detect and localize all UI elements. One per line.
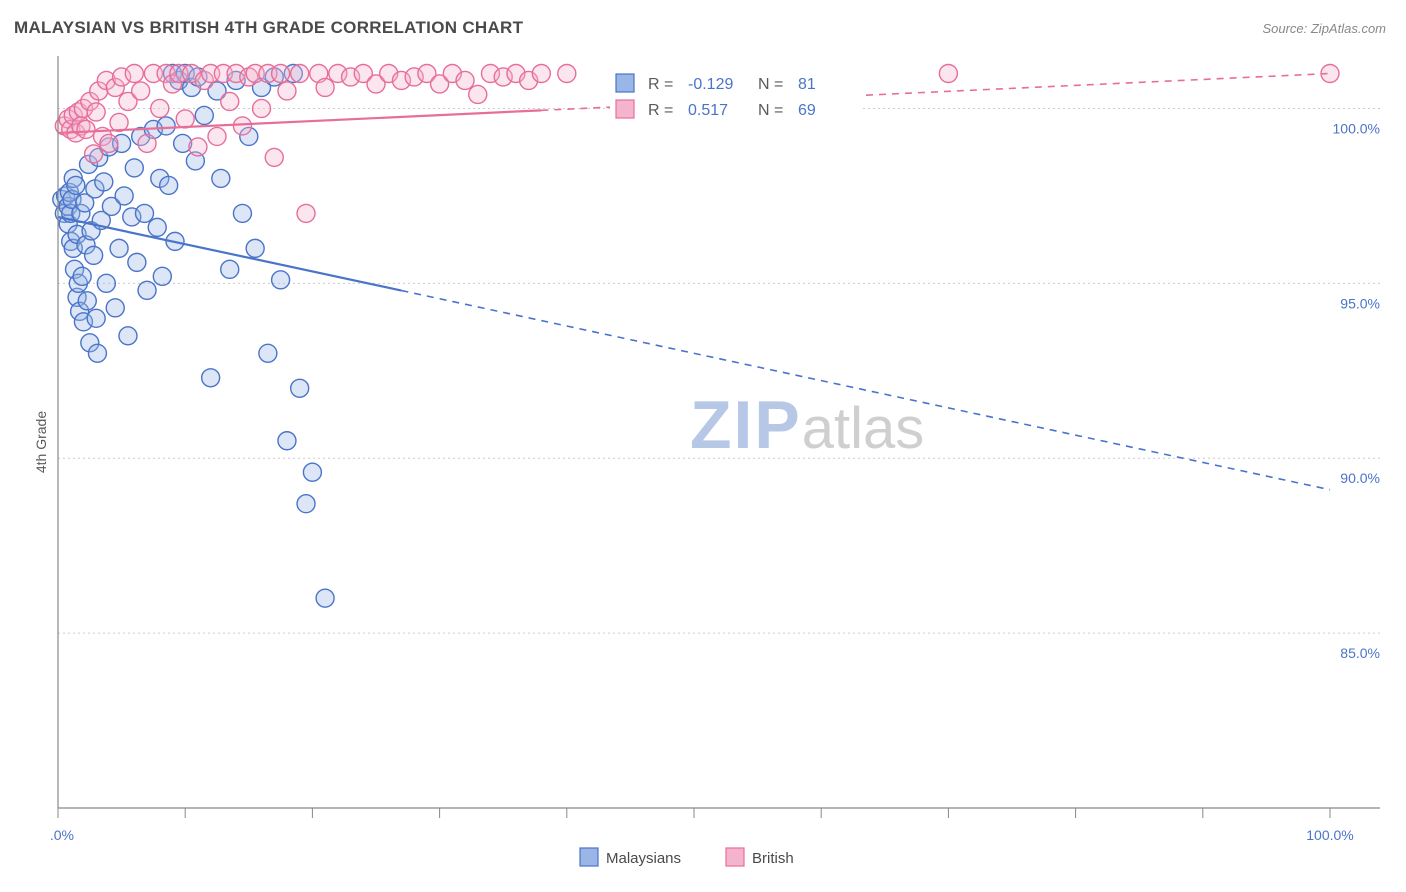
- scatter-point: [106, 299, 124, 317]
- y-tick-label: 100.0%: [1333, 120, 1380, 136]
- scatter-point: [73, 267, 91, 285]
- chart-header: MALAYSIAN VS BRITISH 4TH GRADE CORRELATI…: [14, 18, 1386, 38]
- scatter-point: [132, 82, 150, 100]
- scatter-point: [125, 159, 143, 177]
- watermark: ZIPatlas: [690, 387, 924, 463]
- scatter-point: [278, 82, 296, 100]
- scatter-point: [88, 344, 106, 362]
- trend-line: [58, 110, 541, 133]
- stats-n-value: 69: [798, 102, 816, 119]
- scatter-point: [316, 589, 334, 607]
- scatter-point: [78, 292, 96, 310]
- scatter-point: [469, 85, 487, 103]
- x-tick-label: 0.0%: [50, 827, 74, 843]
- scatter-point: [85, 246, 103, 264]
- scatter-point: [157, 117, 175, 135]
- scatter-point: [297, 495, 315, 513]
- y-tick-label: 85.0%: [1340, 645, 1380, 661]
- scatter-point: [87, 309, 105, 327]
- scatter-point: [100, 134, 118, 152]
- scatter-point: [85, 145, 103, 163]
- scatter-point: [135, 204, 153, 222]
- stats-r-label: R =: [648, 102, 673, 119]
- stats-r-value: 0.517: [688, 102, 728, 119]
- legend-swatch: [726, 848, 744, 866]
- scatter-point: [456, 71, 474, 89]
- scatter-point: [125, 64, 143, 82]
- scatter-point: [303, 463, 321, 481]
- scatter-point: [119, 327, 137, 345]
- y-axis-label: 4th Grade: [33, 411, 49, 473]
- scatter-point: [67, 176, 85, 194]
- chart-source: Source: ZipAtlas.com: [1262, 21, 1386, 36]
- stats-box: R = -0.129 N = 81 R = 0.517 N = 69: [610, 66, 860, 122]
- scatter-point: [189, 138, 207, 156]
- scatter-point: [558, 64, 576, 82]
- scatter-point: [77, 120, 95, 138]
- scatter-point: [265, 148, 283, 166]
- scatter-point: [208, 127, 226, 145]
- scatter-point: [176, 110, 194, 128]
- scatter-point: [233, 204, 251, 222]
- scatter-point: [221, 260, 239, 278]
- scatter-point: [138, 281, 156, 299]
- scatter-point: [151, 99, 169, 117]
- legend: Malaysians British: [580, 848, 794, 867]
- legend-swatch: [616, 100, 634, 118]
- stats-n-label: N =: [758, 102, 783, 119]
- scatter-point: [160, 176, 178, 194]
- x-tick-label: 100.0%: [1306, 827, 1353, 843]
- scatter-point: [532, 64, 550, 82]
- scatter-point: [153, 267, 171, 285]
- chart-title: MALAYSIAN VS BRITISH 4TH GRADE CORRELATI…: [14, 18, 523, 38]
- scatter-point: [253, 99, 271, 117]
- y-tick-label: 95.0%: [1340, 295, 1380, 311]
- scatter-point: [202, 369, 220, 387]
- scatter-point: [291, 64, 309, 82]
- stats-n-label: N =: [758, 76, 783, 93]
- scatter-point: [246, 239, 264, 257]
- scatter-point: [297, 204, 315, 222]
- scatter-point: [97, 274, 115, 292]
- stats-n-value: 81: [798, 76, 816, 93]
- scatter-point: [128, 253, 146, 271]
- scatter-plot: 100.0% 95.0% 90.0% 85.0% ZIPatlas 0.0% 100.0% R…: [50, 48, 1390, 886]
- scatter-point: [939, 64, 957, 82]
- legend-label: British: [752, 850, 794, 867]
- scatter-point: [115, 187, 133, 205]
- scatter-point: [195, 106, 213, 124]
- scatter-point: [272, 271, 290, 289]
- scatter-point: [291, 379, 309, 397]
- scatter-point: [316, 78, 334, 96]
- scatter-point: [233, 117, 251, 135]
- legend-label: Malaysians: [606, 850, 681, 867]
- scatter-point: [87, 103, 105, 121]
- scatter-point: [110, 239, 128, 257]
- scatter-point: [148, 218, 166, 236]
- scatter-point: [272, 64, 290, 82]
- scatter-point: [278, 432, 296, 450]
- legend-swatch: [580, 848, 598, 866]
- legend-swatch: [616, 74, 634, 92]
- stats-r-value: -0.129: [688, 76, 733, 93]
- scatter-point: [221, 92, 239, 110]
- plot-container: 4th Grade 100.0%95.0%90.0%85.0%ZIPatlas0…: [50, 48, 1390, 836]
- stats-r-label: R =: [648, 76, 673, 93]
- scatter-point: [259, 344, 277, 362]
- scatter-point: [212, 169, 230, 187]
- scatter-point: [95, 173, 113, 191]
- y-tick-label: 90.0%: [1340, 470, 1380, 486]
- scatter-point: [138, 134, 156, 152]
